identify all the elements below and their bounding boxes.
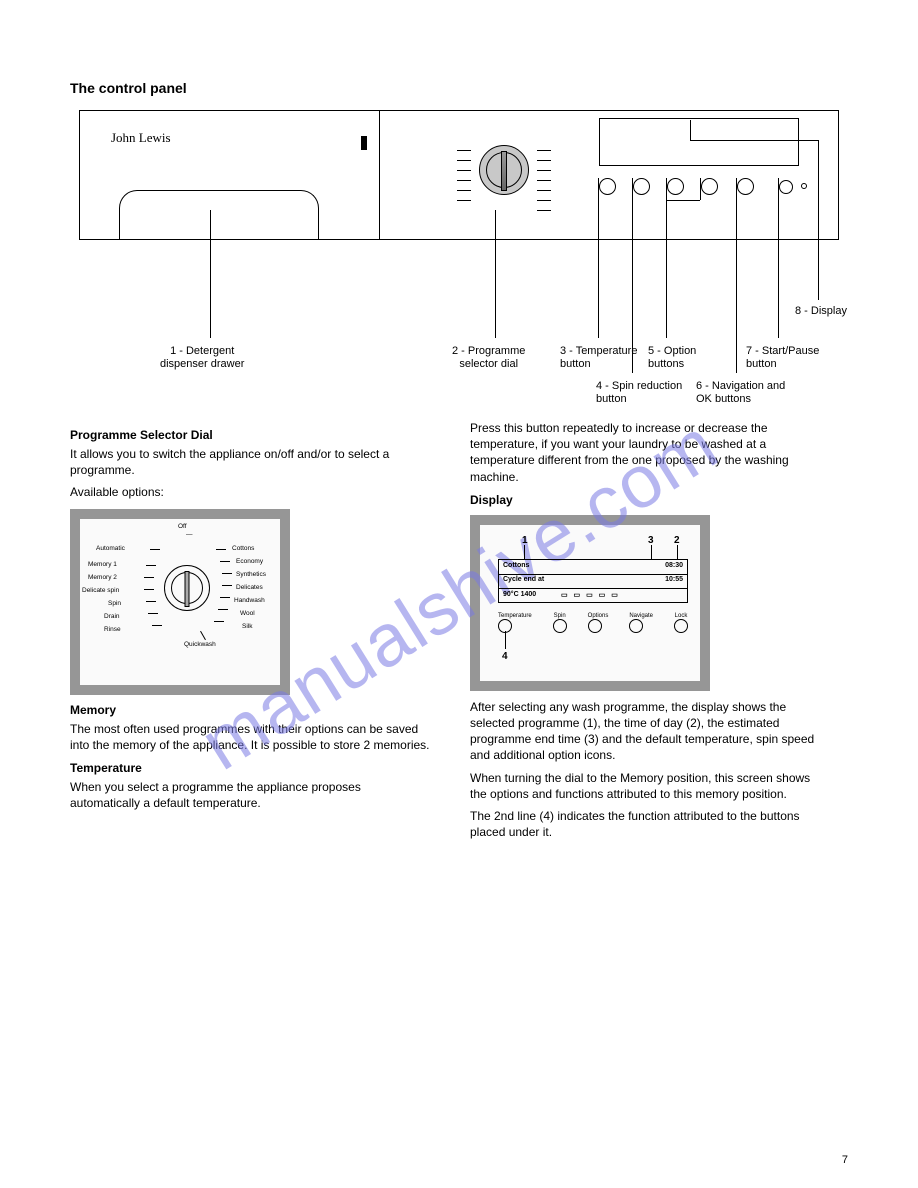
nav-ok-button — [737, 178, 754, 195]
label-7: 7 - Start/Pausebutton — [746, 345, 819, 371]
lcd-display — [599, 118, 799, 166]
manual-page: manualshive.com The control panel John L… — [0, 0, 918, 1188]
programme-dial — [479, 145, 529, 195]
memory-body: The most often used programmes with thei… — [70, 721, 430, 753]
power-indicator — [361, 136, 367, 150]
lcd-screen: Cottons 08:30 Cycle end at 10:55 90°C 14… — [498, 559, 688, 603]
control-panel-figure: John Lewis — [79, 110, 839, 240]
label-8: 8 - Display — [795, 305, 847, 318]
memory-heading: Memory — [70, 703, 430, 717]
leader-1 — [210, 210, 211, 338]
leader-6 — [736, 178, 737, 373]
temp-heading: Temperature — [70, 761, 430, 775]
dial-p1: It allows you to switch the appliance on… — [70, 446, 430, 478]
leader-2 — [495, 210, 496, 338]
label-3: 3 - Temperaturebutton — [560, 345, 637, 371]
label-6: 6 - Navigation andOK buttons — [696, 380, 785, 406]
section-title: The control panel — [70, 80, 848, 96]
leader-7 — [778, 178, 779, 338]
option-button-1 — [667, 178, 684, 195]
start-pause-button — [779, 180, 793, 194]
label-1: 1 - Detergentdispenser drawer — [160, 345, 244, 371]
left-column: Programme Selector Dial It allows you to… — [70, 420, 430, 846]
dial-graphic — [164, 565, 210, 611]
disp-p3: When turning the dial to the Memory posi… — [470, 770, 830, 802]
option-button-2 — [701, 178, 718, 195]
leader-5b — [700, 178, 701, 200]
display-button-row: Temperature Spin Options Navigate Lock — [498, 613, 688, 633]
leader-8 — [818, 140, 819, 300]
leader-3 — [598, 178, 599, 338]
page-number: 7 — [842, 1154, 848, 1166]
spin-button — [633, 178, 650, 195]
label-4: 4 - Spin reductionbutton — [596, 380, 682, 406]
disp-p2: After selecting any wash programme, the … — [470, 699, 830, 764]
detergent-drawer — [119, 190, 319, 240]
display-detail-figure: 1 3 2 Cottons 08:30 Cycle end at 10:55 9… — [470, 515, 710, 691]
label-2: 2 - Programmeselector dial — [452, 345, 525, 371]
temperature-button — [599, 178, 616, 195]
label-5: 5 - Optionbuttons — [648, 345, 696, 371]
leader-4 — [632, 178, 633, 373]
dial-p2: Available options: — [70, 484, 430, 500]
dial-heading: Programme Selector Dial — [70, 428, 430, 442]
pilot-light — [801, 183, 807, 189]
display-heading: Display — [470, 493, 830, 507]
brand-label: John Lewis — [111, 130, 171, 146]
disp-p4: The 2nd line (4) indicates the function … — [470, 808, 830, 840]
leader-5a — [666, 178, 667, 338]
right-column: Press this button repeatedly to increase… — [470, 420, 830, 846]
panel-divider — [379, 110, 380, 240]
temp-body: When you select a programme the applianc… — [70, 779, 430, 811]
disp-p1: Press this button repeatedly to increase… — [470, 420, 830, 485]
dial-detail-figure: — Off Automatic Memory 1 Memory 2 Delica… — [70, 509, 290, 695]
